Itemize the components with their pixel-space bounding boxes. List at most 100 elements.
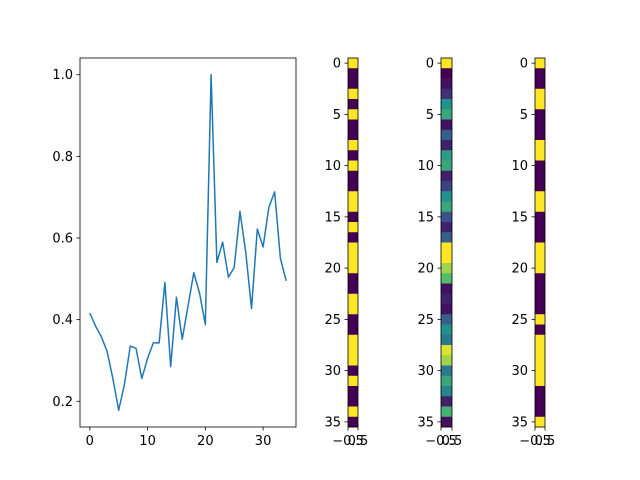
y-tick-label: 20 [511,262,528,277]
heatmap-cell [535,68,545,79]
heatmap-cell [348,201,358,213]
heatmap-cell [441,273,452,284]
y-tick-label: 35 [324,415,341,430]
heatmap-cell [441,416,452,428]
heatmap-cell [348,283,358,295]
heatmap-cell [348,263,358,274]
heatmap-cell [348,375,358,387]
heatmap-cell [441,283,452,295]
x-tick-label: 30 [255,434,272,449]
heatmap-cell [535,345,545,356]
x-tick-label: −0.5 [519,434,551,449]
x-tick-label: −0.5 [425,434,457,449]
heatmap-cell [535,129,545,141]
heatmap-panel-1: 0 5 10 15 20 25 30 35 −0.50.5 [324,57,368,449]
heatmap-cell [535,416,545,428]
y-tick-label: 10 [417,159,434,174]
y-tick-label: 15 [511,210,528,225]
y-tick-label: 5 [426,108,434,123]
y-tick-label: 0 [426,57,434,72]
heatmap-cell [348,170,358,182]
heatmap-cell [441,201,452,213]
heatmap-cell [441,314,452,325]
heatmap-cell [535,211,545,223]
y-tick-label: 25 [511,313,528,328]
heatmap-cell [535,273,545,284]
heatmap-cell [348,140,358,151]
heatmap-cell [441,396,452,407]
heatmap-cell [348,58,358,69]
heatmap-cell [348,129,358,141]
y-tick-label: 0.4 [52,313,73,328]
x-tick-label: 20 [197,434,214,449]
heatmap-cell [535,396,545,407]
heatmap-cell [535,375,545,387]
heatmap-cell [441,355,452,366]
heatmap-cell [348,314,358,325]
heatmap-cell [441,293,452,305]
heatmap-cell [348,396,358,407]
heatmap-cell [441,263,452,274]
heatmap-cell [348,222,358,233]
axes-frame [79,57,297,428]
heatmap-cell [535,78,545,90]
heatmap-cell [535,170,545,182]
heatmap-cell [441,140,452,151]
heatmap-cell [535,58,545,69]
y-tick-label: 15 [417,210,434,225]
y-tick-label: 20 [417,262,434,277]
heatmap-cell [535,355,545,366]
x-tick-label: 10 [139,434,156,449]
heatmap-cell [441,324,452,336]
series-line [89,73,287,412]
heatmap-cell [348,232,358,243]
heatmap-cell [535,191,545,202]
heatmap-cell [535,88,545,100]
heatmap-cell [535,242,545,254]
y-tick-label: 20 [324,262,341,277]
heatmap-cell [348,345,358,356]
x-tick-label: 0.5 [535,434,556,449]
heatmap-cell [535,324,545,336]
heatmap-cell [348,355,358,366]
heatmap-cell [441,222,452,233]
heatmap-cell [348,293,358,305]
heatmap-cell [535,314,545,325]
heatmap-cell [535,201,545,213]
line-chart-panel: 0 10 20 30 0.2 0.4 0.6 0.8 1.0 [52,57,297,449]
heatmap-cell [535,109,545,120]
heatmap-cell [535,263,545,274]
heatmap-cell [441,68,452,79]
y-tick-label: 30 [511,364,528,379]
y-tick-label: 1.0 [52,68,73,83]
heatmap-cell [441,365,452,377]
heatmap-cell [535,119,545,131]
heatmap-cell [441,375,452,387]
y-tick-label: 35 [417,415,434,430]
heatmap-cell [348,324,358,336]
heatmap-cell [535,293,545,305]
heatmap-cell [535,406,545,418]
heatmap-cell [441,334,452,346]
heatmap-cell [348,191,358,202]
heatmap-cell [441,345,452,356]
heatmap-cell [535,365,545,377]
heatmap-cell [348,334,358,346]
heatmap-cell [348,99,358,110]
heatmap-cell [441,129,452,141]
heatmap-cell [348,416,358,428]
heatmap-cell [348,68,358,79]
heatmap-cell [535,334,545,346]
heatmap-cell [535,252,545,264]
heatmap-panel-2: 0 5 10 15 20 25 30 35 −0.50.5 [417,57,462,449]
heatmap-cell [348,181,358,192]
x-tick-label: 0 [86,434,94,449]
heatmap-cell [441,406,452,418]
y-tick-label: 0.2 [52,395,73,410]
heatmap-cell [535,283,545,295]
heatmap-cell [441,88,452,100]
heatmap-cell [535,160,545,172]
y-tick-label: 0.8 [52,150,73,165]
